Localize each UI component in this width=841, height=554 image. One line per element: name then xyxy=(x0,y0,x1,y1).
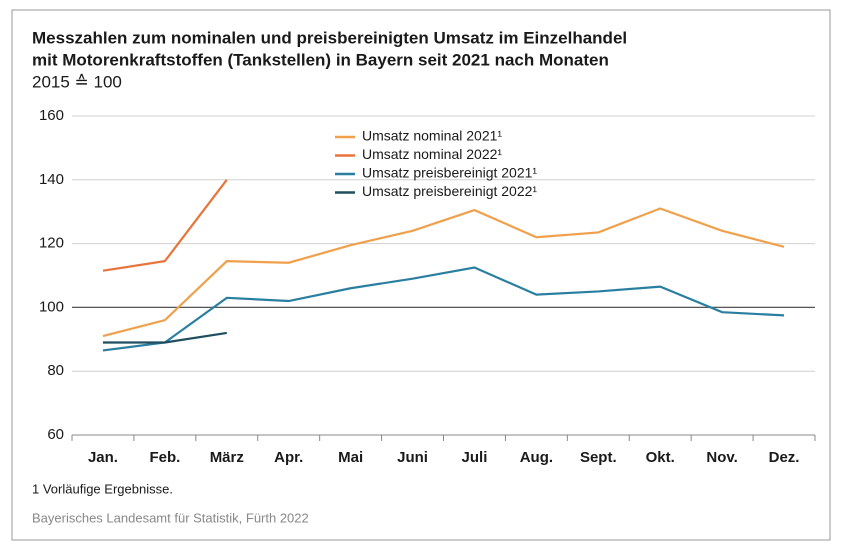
y-tick-label: 80 xyxy=(47,362,64,379)
footnote: 1 Vorläufige Ergebnisse. xyxy=(32,481,173,496)
x-tick-label: Jan. xyxy=(88,449,118,466)
y-tick-label: 120 xyxy=(39,235,64,252)
x-tick-label: Sept. xyxy=(580,449,617,466)
x-tick-label: Juni xyxy=(397,449,428,466)
x-tick-label: Okt. xyxy=(646,449,675,466)
line xyxy=(102,266,785,352)
x-tick-label: Dez. xyxy=(769,449,800,466)
x-tick-label: Mai xyxy=(338,449,363,466)
x-tick-label: März xyxy=(210,449,244,466)
chart-subtitle: 2015 ≙ 100 xyxy=(32,72,122,91)
y-tick-label: 100 xyxy=(39,298,64,315)
x-tick-label: Feb. xyxy=(149,449,180,466)
x-tick-label: Aug. xyxy=(520,449,553,466)
line xyxy=(102,331,227,344)
legend-label: Umsatz preisbereinigt 2021¹ xyxy=(362,165,537,181)
y-tick-label: 140 xyxy=(39,171,64,188)
y-tick-label: 160 xyxy=(39,107,64,124)
x-tick-label: Apr. xyxy=(274,449,303,466)
source: Bayerisches Landesamt für Statistik, Für… xyxy=(32,510,309,525)
chart-title: Messzahlen zum nominalen und preisberein… xyxy=(32,28,627,47)
legend-label: Umsatz nominal 2021¹ xyxy=(362,128,502,144)
legend-label: Umsatz preisbereinigt 2022¹ xyxy=(362,183,537,199)
x-tick-label: Nov. xyxy=(706,449,737,466)
chart-title: mit Motorenkraftstoffen (Tankstellen) in… xyxy=(32,50,609,69)
x-tick-label: Juli xyxy=(462,449,488,466)
y-tick-label: 60 xyxy=(47,426,64,443)
line xyxy=(102,207,785,338)
legend-label: Umsatz nominal 2022¹ xyxy=(362,146,502,162)
frame xyxy=(11,9,831,541)
line xyxy=(102,179,228,272)
